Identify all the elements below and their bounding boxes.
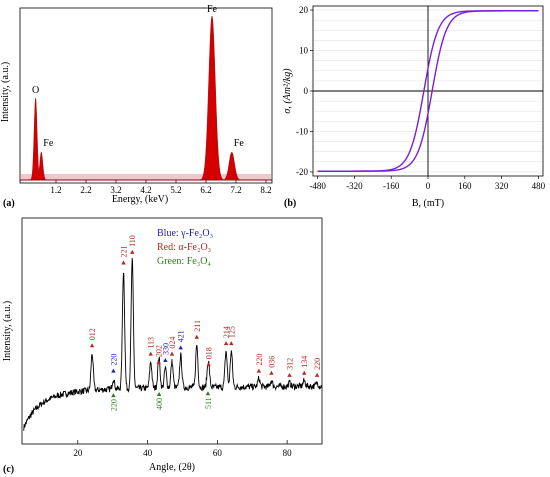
peak-marker	[314, 372, 320, 377]
peak-marker	[163, 358, 168, 363]
continuum-band	[21, 174, 271, 180]
peak-index-label: 330	[161, 343, 170, 355]
x-tick-label: 40	[143, 448, 153, 458]
peak-marker	[194, 334, 199, 339]
x-tick-label: 1.2	[50, 185, 61, 195]
x-tick-label: 2.2	[80, 185, 91, 195]
peak-marker	[111, 368, 116, 373]
peak-marker	[130, 249, 135, 254]
x-tick-label: 8.2	[260, 185, 271, 195]
peak-marker	[178, 345, 183, 350]
panel-c-ylabel: Intensity, (a.u.)	[2, 301, 13, 361]
peak-index-label: 312	[286, 358, 295, 370]
peak-index-label: 036	[267, 356, 276, 368]
peak-marker	[256, 368, 262, 373]
peak-index-label: 220	[109, 399, 118, 411]
panel-b-ylabel: σ, (Am²/kg)	[282, 68, 293, 114]
peak-index-label: 012	[88, 328, 97, 340]
peak-marker	[148, 351, 153, 356]
peak-index-label: 220	[109, 354, 118, 366]
peak-marker	[111, 393, 116, 398]
peak-index-label: 018	[205, 347, 214, 359]
peak-index-label: 113	[147, 337, 156, 349]
peak-label: Fe	[207, 4, 218, 15]
legend-item: Red: α-Fe₂O₃	[157, 242, 211, 253]
x-tick-label: 5.2	[170, 185, 181, 195]
panel-b: -480 -320 -160 0 160 320 480 -20 -10 0 10 20 σ, (Am…	[282, 5, 546, 209]
panel-a-frame	[19, 7, 273, 184]
panel-a-tag: (a)	[3, 198, 15, 209]
panel-c-tag: (c)	[3, 464, 14, 475]
panel-a-xlabel: Energy, (keV)	[112, 194, 168, 205]
peak-index-label: 110	[128, 235, 137, 247]
x-tick-label: -320	[346, 181, 363, 191]
y-tick-label: 0	[304, 86, 309, 96]
peak-label: Fe	[43, 138, 54, 149]
x-tick-label: 0	[426, 181, 431, 191]
peak-marker	[223, 341, 229, 346]
x-tick-label: 6.2	[200, 185, 211, 195]
peak-marker	[156, 391, 162, 396]
peak-label: O	[32, 85, 39, 96]
peak-index-label: 202	[155, 345, 164, 357]
peak-marker	[205, 391, 211, 396]
legend-item: Green: Fe₃O₄	[157, 256, 211, 267]
peak-index-label: 134	[300, 356, 309, 368]
y-tick-label: -10	[296, 126, 308, 136]
x-tick-label: 20	[73, 448, 83, 458]
panel-c-frame	[21, 217, 323, 445]
hysteresis-descending-branch	[317, 10, 539, 172]
x-tick-label: -480	[309, 181, 326, 191]
x-tick-label: 7.2	[230, 185, 241, 195]
panel-a-ylabel: Intensity, (a.u.)	[0, 62, 11, 122]
y-tick-label: 10	[299, 46, 309, 56]
eds-peak	[20, 15, 272, 181]
peak-index-label: 220	[255, 354, 264, 366]
peak-marker	[169, 351, 175, 356]
xrd-pattern-line	[23, 257, 323, 431]
legend-item: Blue: γ-Fe₂O₃	[157, 228, 213, 239]
peak-index-label: 511	[204, 397, 213, 409]
peak-marker	[156, 360, 161, 365]
panel-a: 1.2 2.2 3.2 4.2 5.2 6.2 7.2 8.2 O Fe Fe Fe Intensi…	[0, 4, 273, 209]
peak-index-label: 400	[155, 398, 164, 410]
panel-b-xlabel: B, (mT)	[412, 198, 444, 209]
peak-index-label: 220	[313, 358, 322, 370]
x-tick-label: -160	[383, 181, 400, 191]
x-tick-label: 3.2	[110, 185, 121, 195]
peak-index-label: 421	[177, 330, 186, 342]
x-tick-label: 60	[213, 448, 223, 458]
peak-index-label: 024	[168, 337, 177, 349]
peak-marker	[287, 372, 292, 377]
x-tick-label: 320	[495, 181, 509, 191]
y-tick-label: 20	[299, 5, 309, 15]
peak-marker	[302, 370, 307, 375]
peak-marker	[206, 362, 211, 367]
peak-marker	[269, 370, 274, 375]
x-tick-label: 480	[532, 181, 546, 191]
peak-marker	[89, 343, 95, 348]
peak-label: Fe	[234, 138, 245, 149]
peak-index-label: 211	[193, 320, 202, 332]
peak-index-label: 221	[120, 246, 129, 258]
peak-index-label: 214	[222, 326, 231, 338]
panel-b-tag: (b)	[284, 198, 296, 209]
peak-marker	[229, 341, 234, 346]
x-tick-label: 80	[283, 448, 293, 458]
y-tick-label: -20	[296, 167, 308, 177]
panel-c-xlabel: Angle, (2θ)	[149, 462, 195, 473]
peak-index-label: 125	[227, 326, 236, 338]
x-tick-label: 4.2	[140, 185, 151, 195]
x-tick-label: 160	[458, 181, 472, 191]
peak-marker	[121, 260, 126, 265]
